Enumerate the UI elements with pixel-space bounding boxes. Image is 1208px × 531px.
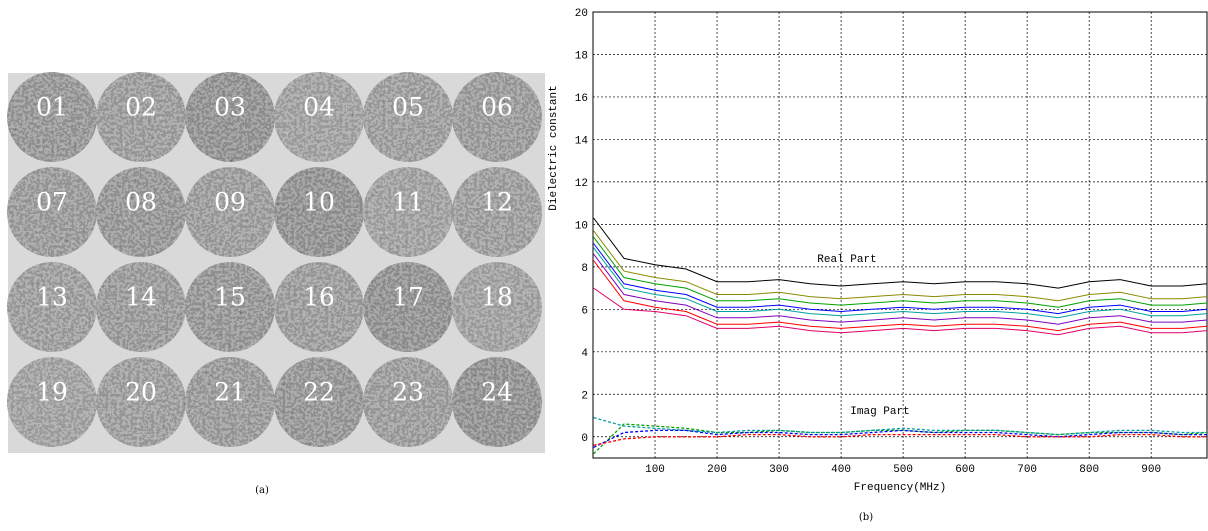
data-line — [593, 423, 1207, 455]
x-tick-label: 600 — [955, 464, 975, 476]
data-line — [593, 416, 1207, 436]
data-line — [593, 247, 1207, 319]
x-tick-label: 700 — [1017, 464, 1037, 476]
y-tick-label: 2 — [581, 390, 588, 402]
x-tick-label: 400 — [831, 464, 851, 476]
sample-disk — [96, 262, 186, 352]
sample-label: 09 — [214, 188, 246, 217]
chart: 0 2 4 6 8 10 12 14 16 18 20 100 200 300 400 500 600 700 80… — [575, 8, 1207, 476]
data-line — [593, 287, 1207, 336]
sample-label: 14 — [125, 283, 157, 312]
sample-disk — [363, 262, 453, 352]
sample-label: 04 — [303, 93, 335, 122]
sample-label: 21 — [214, 378, 246, 407]
sample-disk — [452, 72, 542, 162]
sample-label: 20 — [125, 378, 157, 407]
sample-disk — [274, 357, 364, 447]
data-line — [593, 253, 1207, 325]
x-tick-label: 200 — [707, 464, 727, 476]
sample-disk — [185, 167, 275, 257]
y-axis-label: Dielectric constant — [548, 85, 560, 210]
sample-label: 16 — [303, 283, 335, 312]
y-tick-label: 14 — [575, 135, 589, 147]
x-axis-label: Frequency(MHz) — [854, 482, 946, 494]
y-tick-label: 8 — [581, 263, 588, 275]
plot-frame — [592, 11, 1208, 459]
sample-disk — [7, 72, 97, 162]
sample-label: 10 — [303, 188, 335, 217]
x-tick-label: 500 — [893, 464, 913, 476]
data-line — [593, 236, 1207, 308]
sample-disk — [452, 167, 542, 257]
y-tick-label: 12 — [575, 178, 588, 190]
sample-disk — [185, 72, 275, 162]
sample-disk — [274, 262, 364, 352]
y-tick-label: 6 — [581, 305, 588, 317]
sample-label: 17 — [392, 283, 424, 312]
y-tick-label: 18 — [575, 50, 588, 62]
data-line — [593, 230, 1207, 302]
sample-disk — [96, 357, 186, 447]
sample-label: 11 — [392, 188, 424, 217]
sample-disk — [363, 72, 453, 162]
sample-disk — [185, 357, 275, 447]
data-line — [593, 260, 1207, 332]
sample-label: 12 — [481, 188, 513, 217]
y-tick-label: 10 — [575, 220, 588, 232]
sample-label: 15 — [214, 283, 246, 312]
sample-label: 08 — [125, 188, 157, 217]
data-line — [593, 433, 1207, 446]
caption-a: (a) — [255, 485, 269, 496]
sample-photo: 01 02 03 04 05 06 07 08 09 10 11 12 13 14 15 16 17 18 19 20… — [7, 72, 542, 447]
sample-disk — [452, 357, 542, 447]
sample-label: 02 — [125, 93, 157, 122]
sample-label: 03 — [214, 93, 246, 122]
sample-disk — [96, 72, 186, 162]
sample-disk — [7, 262, 97, 352]
data-line — [593, 243, 1207, 315]
sample-disk — [185, 262, 275, 352]
sample-disk — [96, 167, 186, 257]
sample-disk — [274, 72, 364, 162]
sample-label: 01 — [36, 93, 68, 122]
y-tick-label: 20 — [575, 8, 588, 20]
y-tick-label: 4 — [581, 348, 588, 360]
sample-disk — [7, 167, 97, 257]
data-line — [593, 217, 1207, 289]
sample-disk — [452, 262, 542, 352]
sample-label: 13 — [36, 283, 68, 312]
annotation: Real Part — [817, 254, 876, 266]
y-tick-label: 0 — [581, 433, 588, 445]
sample-disk — [274, 167, 364, 257]
annotation: Imag Part — [850, 406, 909, 418]
sample-label: 19 — [36, 378, 68, 407]
sample-label: 23 — [392, 378, 424, 407]
sample-label: 24 — [481, 378, 513, 407]
sample-disk — [363, 357, 453, 447]
x-tick-label: 900 — [1141, 464, 1161, 476]
sample-label: 05 — [392, 93, 424, 122]
sample-label: 07 — [36, 188, 68, 217]
sample-disk — [363, 167, 453, 257]
sample-label: 22 — [303, 378, 335, 407]
sample-label: 18 — [481, 283, 513, 312]
x-tick-label: 100 — [645, 464, 665, 476]
data-line — [593, 429, 1207, 448]
sample-disk — [7, 357, 97, 447]
caption-b: (b) — [859, 512, 873, 523]
sample-label: 06 — [481, 93, 513, 122]
x-tick-label: 300 — [769, 464, 789, 476]
y-tick-label: 16 — [575, 93, 588, 105]
x-tick-label: 800 — [1079, 464, 1099, 476]
